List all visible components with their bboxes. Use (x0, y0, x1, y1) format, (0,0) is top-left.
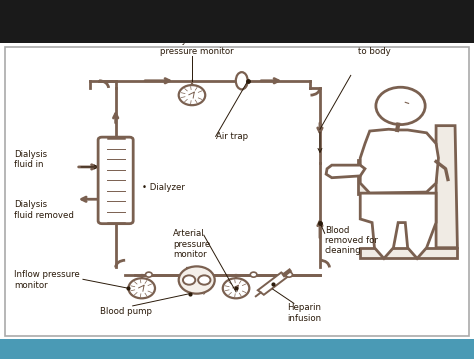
Text: Heparin
infusion: Heparin infusion (287, 303, 321, 323)
Polygon shape (326, 165, 365, 178)
Bar (0, 0, 474, 43)
Text: dreamstime.com: dreamstime.com (38, 346, 109, 356)
Ellipse shape (236, 72, 247, 89)
Text: Air trap: Air trap (216, 132, 248, 141)
Circle shape (250, 272, 257, 277)
Polygon shape (360, 129, 438, 193)
Text: Arterial
pressure
monitor: Arterial pressure monitor (173, 229, 210, 259)
Bar (358, 160, 376, 194)
Bar (5, 47, 469, 336)
Circle shape (198, 275, 210, 285)
Text: ID 112020644: ID 112020644 (284, 348, 334, 354)
Text: Clean blood
returned
to body: Clean blood returned to body (349, 26, 400, 56)
Circle shape (286, 272, 292, 277)
Text: Blood pump: Blood pump (100, 307, 152, 316)
Polygon shape (360, 248, 457, 258)
Circle shape (128, 278, 155, 298)
Circle shape (179, 85, 205, 105)
Circle shape (146, 272, 152, 277)
Text: • Dialyzer: • Dialyzer (142, 183, 185, 192)
Circle shape (223, 278, 249, 298)
Text: Dialysis
fluid removed: Dialysis fluid removed (14, 200, 74, 220)
Bar (0, 339, 474, 359)
Text: Blood
removed for
cleaning: Blood removed for cleaning (325, 225, 378, 256)
Polygon shape (360, 193, 436, 258)
Circle shape (183, 275, 195, 285)
FancyBboxPatch shape (98, 137, 133, 224)
Text: Dialysis
fluid in: Dialysis fluid in (14, 150, 47, 169)
Polygon shape (436, 126, 457, 248)
Circle shape (179, 266, 215, 294)
Text: Dialyzer inflow
pressure monitor: Dialyzer inflow pressure monitor (160, 36, 234, 56)
Text: Inflow pressure
monitor: Inflow pressure monitor (14, 270, 80, 290)
Polygon shape (258, 272, 287, 295)
Text: Hemodialysis: Hemodialysis (123, 8, 351, 39)
Text: © Serdar Corbac: © Serdar Corbac (346, 348, 405, 354)
